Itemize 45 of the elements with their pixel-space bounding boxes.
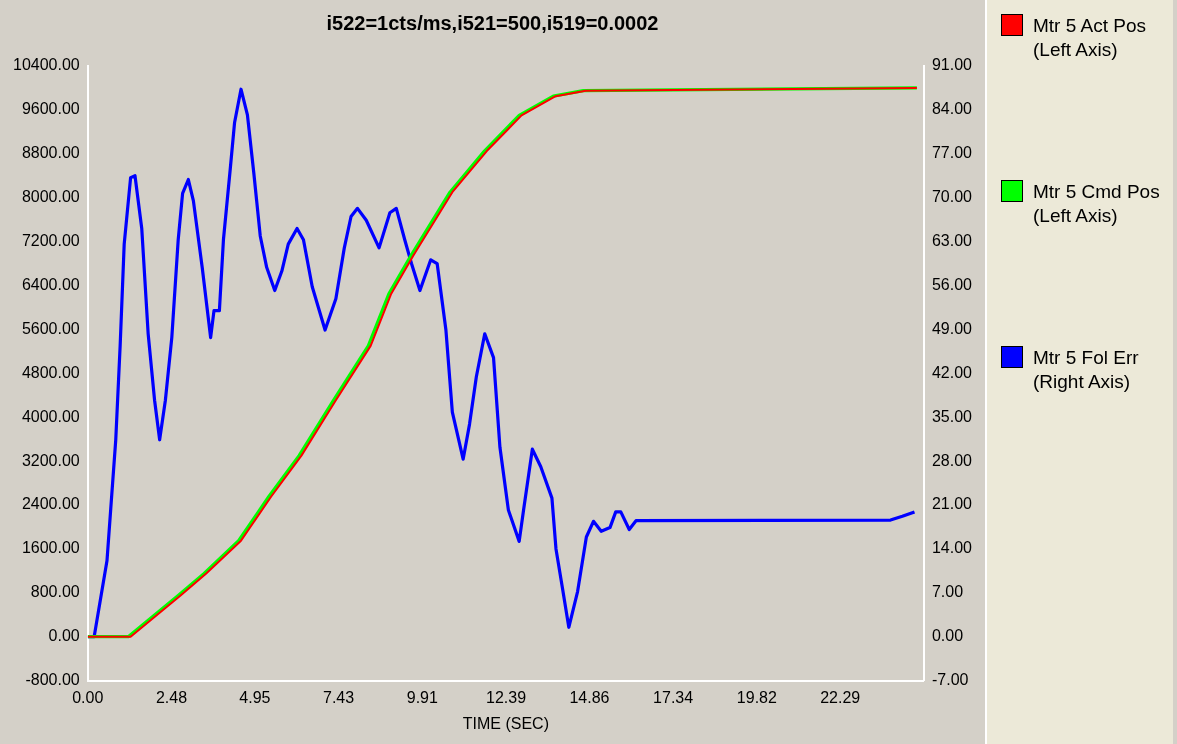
y-tick-label: 4800.00 [21, 363, 80, 381]
x-tick-label: 0.00 [72, 688, 104, 706]
x-tick-label: 4.95 [239, 688, 271, 706]
y2-tick-label: 0.00 [931, 627, 964, 645]
legend-label: Mtr 5 Act Pos (Left Axis) [1033, 14, 1147, 62]
x-tick-label: 22.29 [820, 688, 861, 706]
x-tick-label: 14.86 [569, 688, 610, 706]
y-tick-label: 9600.00 [21, 100, 80, 118]
y2-tick-label: 14.00 [931, 539, 973, 557]
y-tick-label: 8000.00 [21, 188, 80, 206]
y2-tick-label: 28.00 [931, 451, 973, 469]
y2-tick-label: 35.00 [931, 407, 973, 425]
y-tick-label: 1600.00 [21, 539, 80, 557]
y-tick-label: 0.00 [48, 627, 80, 645]
y2-tick-label: -7.00 [931, 671, 969, 689]
y-tick-label: 3200.00 [21, 451, 80, 469]
y-tick-label: -800.00 [25, 671, 80, 689]
x-tick-label: 9.91 [406, 688, 438, 706]
y2-tick-label: 7.00 [931, 583, 964, 601]
y-tick-label: 5600.00 [21, 319, 80, 337]
chart-title: i522=1cts/ms,i521=500,i519=0.0002 [326, 11, 659, 34]
legend-label: Mtr 5 Fol Err (Right Axis) [1033, 346, 1140, 394]
x-tick-label: 17.34 [653, 688, 694, 706]
x-axis-title: TIME (SEC) [462, 714, 549, 732]
y-tick-label: 4000.00 [21, 407, 80, 425]
legend-label: Mtr 5 Cmd Pos (Left Axis) [1033, 180, 1161, 228]
x-tick-label: 2.48 [155, 688, 188, 706]
x-tick-label: 7.43 [323, 688, 355, 706]
y2-tick-label: 42.00 [931, 363, 973, 381]
y-tick-label: 8800.00 [21, 144, 80, 162]
y2-tick-label: 56.00 [931, 275, 973, 293]
y2-tick-label: 77.00 [931, 144, 973, 162]
x-tick-label: 12.39 [485, 688, 527, 706]
y-tick-label: 7200.00 [21, 232, 80, 250]
y-tick-label: 6400.00 [21, 275, 80, 293]
y2-tick-label: 70.00 [931, 188, 973, 206]
y2-tick-label: 49.00 [931, 319, 973, 337]
y2-tick-label: 84.00 [931, 100, 973, 118]
y2-tick-label: 21.00 [931, 495, 973, 513]
y-tick-label: 10400.00 [13, 56, 80, 74]
y2-tick-label: 91.00 [931, 56, 973, 74]
x-tick-label: 19.82 [736, 688, 777, 706]
y-tick-label: 800.00 [30, 583, 80, 601]
y-tick-label: 2400.00 [21, 495, 80, 513]
y2-tick-label: 63.00 [931, 232, 973, 250]
